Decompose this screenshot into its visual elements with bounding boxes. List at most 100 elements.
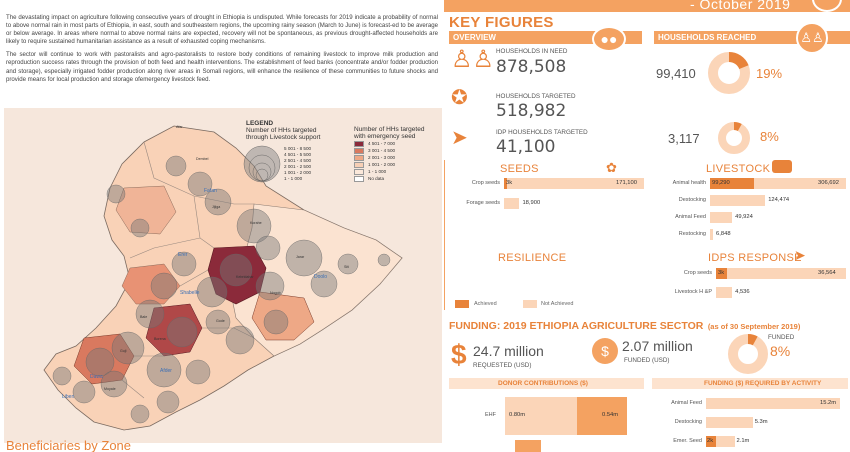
bubble bbox=[100, 370, 128, 398]
donor-ehf-value-1: 0.80m bbox=[509, 412, 526, 418]
target-value: 124,474 bbox=[768, 197, 790, 203]
activity-required-bar bbox=[716, 436, 735, 447]
achieved-bar bbox=[504, 178, 507, 189]
donor-head-band bbox=[449, 378, 644, 389]
zone-label: Korahe bbox=[250, 221, 262, 225]
seed-legend-title-1: Number of HHs targeted bbox=[354, 126, 425, 133]
bar-label: Crop seeds bbox=[471, 180, 500, 186]
bubble-range-label: 5 001 - 8 500 bbox=[284, 146, 312, 151]
not-achieved-swatch bbox=[523, 300, 537, 308]
seed-legend-row: 1 001 - 2 000 bbox=[354, 161, 395, 168]
activity-required-value: 5.3m bbox=[754, 419, 768, 425]
bubble bbox=[255, 271, 285, 301]
seed-legend-row: No data bbox=[354, 175, 395, 182]
seed-zone-mid-3 bbox=[251, 291, 315, 341]
bubble bbox=[377, 253, 391, 267]
achieved-value: 3k bbox=[718, 270, 725, 276]
hh-reached-label: HOUSEHOLDS REACHED bbox=[658, 33, 757, 42]
hh-in-need-label: HOUSEHOLDS IN NEED bbox=[496, 48, 568, 55]
bubble bbox=[337, 253, 359, 275]
seed-legend-row: 4 501 - 7 000 bbox=[354, 140, 395, 147]
bubble bbox=[225, 325, 255, 355]
activity-required-bar bbox=[706, 417, 753, 428]
seed-legend-label: 4 501 - 7 000 bbox=[368, 141, 396, 146]
bubble bbox=[166, 316, 198, 348]
target-bar bbox=[716, 268, 846, 279]
region-boundaries bbox=[121, 141, 255, 399]
funded-pct: 8% bbox=[770, 343, 791, 359]
zone-label: Erer bbox=[178, 252, 188, 258]
hh-reached-family-icon: ♙♙ bbox=[796, 22, 828, 54]
bubble-legend-title-2: through Livestock support bbox=[246, 134, 321, 141]
zone-label: Jarar bbox=[296, 255, 305, 259]
legend-title: LEGEND bbox=[246, 120, 274, 127]
bubble-legend-circles bbox=[243, 145, 281, 183]
funded-donut bbox=[728, 334, 768, 374]
achieved-swatch bbox=[455, 300, 469, 308]
intro-text: The devastating impact on agriculture fo… bbox=[6, 14, 438, 84]
seed-legend-label: 3 001 - 4 500 bbox=[368, 148, 396, 153]
activity-funded-value: 2k bbox=[707, 438, 714, 444]
intro-paragraph-1: The devastating impact on agriculture fo… bbox=[6, 14, 438, 46]
funded-label: FUNDED (USD) bbox=[624, 357, 670, 364]
zone-label: Liben bbox=[62, 394, 74, 400]
zone-label: Dawa bbox=[90, 374, 103, 380]
hh-reached-donut bbox=[708, 52, 750, 94]
target-value: 306,692 bbox=[818, 180, 839, 186]
activity-label: Destocking bbox=[674, 419, 702, 425]
bubble bbox=[130, 218, 150, 238]
zone-label: Jijiga bbox=[212, 205, 220, 209]
funding-title-row: FUNDING: 2019 ETHIOPIA AGRICULTURE SECTO… bbox=[449, 316, 800, 334]
bubble bbox=[255, 235, 281, 261]
seed-legend-rows: 4 501 - 7 000 3 001 - 4 500 2 001 - 3 000 1… bbox=[354, 140, 395, 182]
requested-dollar-icon: $ bbox=[451, 339, 467, 370]
idp-reached-donut bbox=[718, 122, 750, 154]
map-svg: Fafan Erer Shabelle Doolo Afder Dawa Lib… bbox=[43, 125, 403, 431]
zone-label: Afar bbox=[176, 125, 183, 129]
funding-title-note: (as of 30 September 2019) bbox=[707, 322, 801, 331]
target-bar bbox=[504, 198, 520, 209]
funded-word: FUNDED bbox=[768, 334, 795, 341]
key-figures-title: KEY FIGURES bbox=[449, 14, 554, 31]
bar-label: Forage seeds bbox=[466, 200, 500, 206]
target-value: 36,564 bbox=[818, 270, 836, 276]
bubble bbox=[111, 331, 145, 365]
target-bar bbox=[716, 287, 733, 298]
zone-label: Siti bbox=[344, 265, 349, 269]
bubble bbox=[263, 309, 289, 335]
bubble bbox=[171, 251, 197, 277]
zone-label: Fafan bbox=[204, 188, 217, 194]
seeds-title: SEEDS bbox=[500, 163, 539, 175]
zone-label: Guji bbox=[120, 349, 127, 353]
achieved-bar bbox=[716, 268, 727, 279]
seed-zone-low-1 bbox=[115, 185, 177, 235]
seed-legend-swatch bbox=[354, 161, 364, 168]
activity-required-bar bbox=[706, 398, 840, 409]
donor-ehf-value-2: 0.54m bbox=[602, 412, 619, 418]
achieved-bar bbox=[710, 178, 755, 189]
seeds-icon: ✿ bbox=[606, 160, 617, 175]
activity-title: FUNDING ($) REQUIRED BY ACTIVITY bbox=[704, 380, 822, 387]
bubble bbox=[146, 352, 182, 388]
bubble bbox=[165, 155, 187, 177]
bubble bbox=[150, 272, 178, 300]
bubble bbox=[204, 188, 232, 216]
seed-legend-row: 3 001 - 4 500 bbox=[354, 147, 395, 154]
bubble bbox=[156, 390, 180, 414]
zone-label: Gode bbox=[216, 319, 225, 323]
zone-label: Dembel bbox=[196, 157, 209, 161]
target-value: 4,536 bbox=[735, 289, 750, 295]
idp-reached-pct: 8% bbox=[760, 129, 779, 144]
requested-value: 24.7 million bbox=[473, 343, 544, 359]
bubble bbox=[236, 208, 272, 244]
target-value: 49,924 bbox=[735, 214, 753, 220]
achieved-value: 99,290 bbox=[712, 180, 730, 186]
target-bar bbox=[710, 178, 846, 189]
bubble bbox=[130, 404, 150, 424]
zone-label: Kebridahar bbox=[236, 275, 254, 279]
bubble bbox=[285, 239, 323, 277]
idps-title: IDPS RESPONSE bbox=[708, 252, 802, 264]
hh-reached-pct: 19% bbox=[756, 66, 783, 81]
bubble-range-label: 2 001 - 2 500 bbox=[284, 164, 312, 169]
seed-legend-label: 1 001 - 2 000 bbox=[368, 162, 396, 167]
